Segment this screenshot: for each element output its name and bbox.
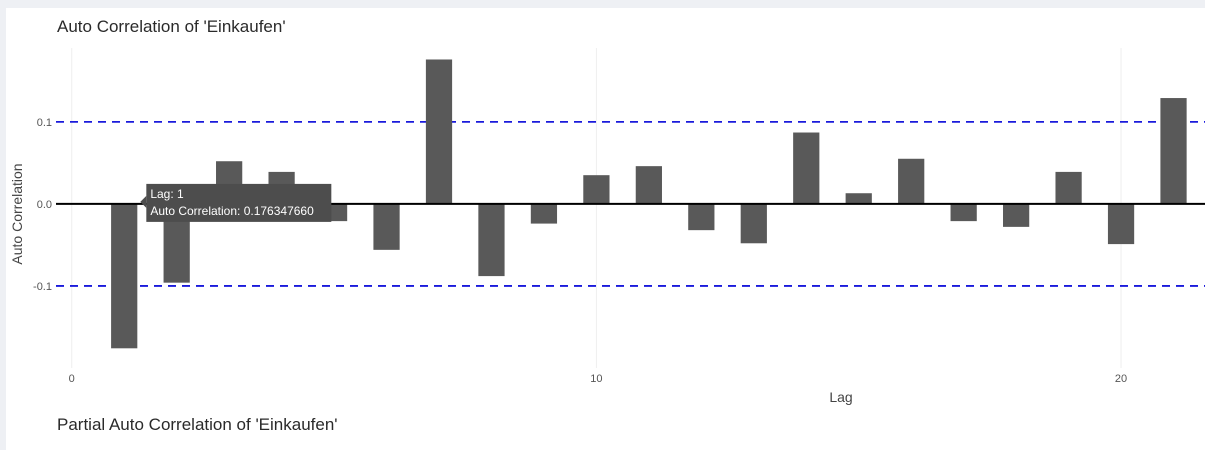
confidence-lines [56, 120, 1205, 287]
chart-title: Auto Correlation of 'Einkaufen' [57, 17, 286, 36]
acf-bar[interactable] [583, 175, 610, 204]
y-axis-label: Auto Correlation [9, 163, 25, 264]
chart-panel: Auto Correlation of 'Einkaufen' 0 10 20 0.1… [6, 8, 1205, 450]
acf-bar[interactable] [898, 158, 925, 204]
acf-bar[interactable] [1160, 98, 1187, 204]
tooltip-value: Auto Correlation: 0.176347660 [150, 204, 314, 218]
acf-bar[interactable] [793, 132, 820, 204]
y-tick-label: -0.1 [33, 281, 52, 293]
acf-bar[interactable] [688, 203, 715, 231]
acf-bar[interactable] [111, 203, 138, 349]
y-tick-label: 0.1 [37, 117, 52, 129]
x-tick-label: 10 [590, 373, 602, 385]
tick-labels: 0 10 20 0.1 0.0 -0.1 [33, 117, 1127, 385]
acf-bar[interactable] [478, 203, 505, 277]
hover-tooltip: Lag: 1 Auto Correlation: 0.176347660 [140, 183, 332, 222]
tooltip-lag: Lag: 1 [150, 187, 184, 201]
acf-bar[interactable] [530, 203, 558, 224]
acf-chart[interactable]: 0 10 20 0.1 0.0 -0.1 Auto Correlation Lag Lag… [6, 8, 1205, 408]
acf-bar[interactable] [740, 203, 767, 244]
tooltip-box [146, 183, 332, 222]
acf-bar[interactable] [1003, 203, 1030, 227]
x-tick-label: 20 [1115, 373, 1127, 385]
acf-bar[interactable] [373, 203, 400, 250]
acf-bar[interactable] [425, 59, 453, 204]
acf-bar[interactable] [1107, 203, 1135, 245]
x-tick-label: 0 [69, 373, 75, 385]
x-axis-label: Lag [829, 389, 852, 405]
acf-bar[interactable] [950, 203, 977, 222]
pacf-title: Partial Auto Correlation of 'Einkaufen' [57, 415, 338, 434]
acf-bar[interactable] [845, 193, 872, 204]
acf-bar[interactable] [635, 166, 662, 204]
tooltip-arrow [140, 195, 147, 208]
y-tick-label: 0.0 [37, 199, 52, 211]
acf-bar[interactable] [1055, 171, 1082, 204]
